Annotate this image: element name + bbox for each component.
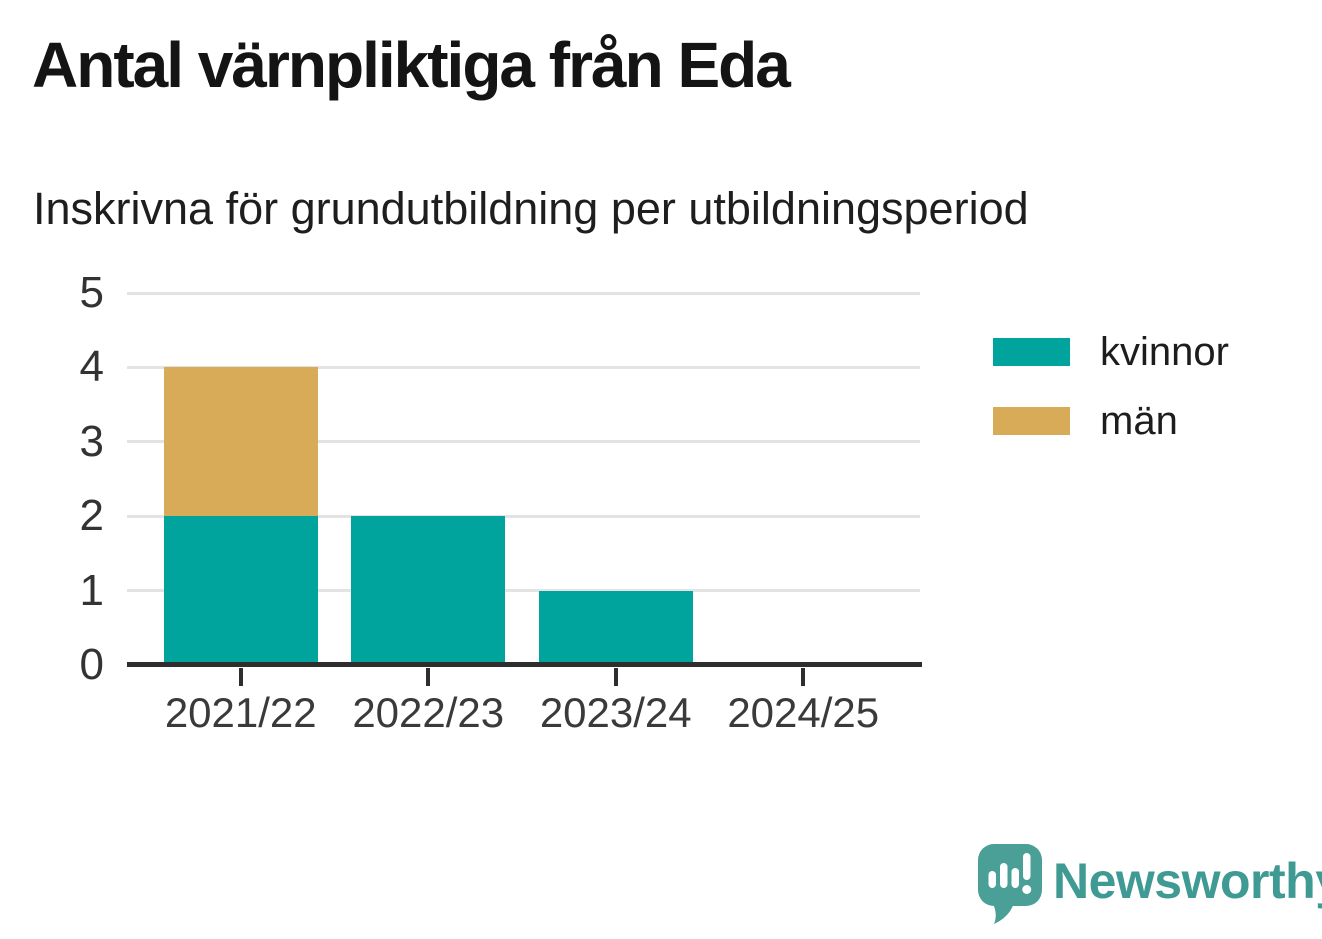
x-axis-tick-label: 2021/22 bbox=[164, 689, 317, 736]
bar-segment-kvinnor bbox=[351, 516, 506, 665]
gridline bbox=[127, 514, 920, 518]
y-axis-tick-label: 0 bbox=[79, 640, 104, 689]
legend-swatch bbox=[993, 407, 1070, 435]
x-axis-tick-label: 2022/23 bbox=[352, 689, 505, 736]
y-axis-tick-label: 5 bbox=[79, 268, 104, 317]
legend-swatch bbox=[993, 338, 1070, 366]
gridline bbox=[127, 291, 920, 295]
x-axis-tick bbox=[426, 668, 431, 686]
x-axis-line bbox=[127, 662, 922, 667]
y-axis-tick-label: 2 bbox=[79, 491, 104, 541]
newsworthy-logo: Newsworthy bbox=[977, 842, 1322, 933]
newsworthy-logo-icon bbox=[977, 842, 1043, 933]
x-axis-tick bbox=[613, 668, 618, 686]
y-axis-tick-label: 3 bbox=[79, 416, 104, 466]
legend-item: kvinnor bbox=[993, 332, 1229, 372]
y-axis-labels: 0 1 2 3 4 5 bbox=[40, 271, 104, 687]
chart-title: Antal värnpliktiga från Eda bbox=[32, 29, 791, 101]
gridline bbox=[127, 589, 920, 593]
legend-item: män bbox=[993, 401, 1229, 441]
bar-segment-kvinnor bbox=[163, 516, 318, 665]
bar-segment-män bbox=[163, 367, 318, 517]
plot-area bbox=[127, 291, 922, 686]
gridline bbox=[127, 365, 920, 369]
chart-legend: kvinnor män bbox=[993, 332, 1229, 441]
x-axis-tick-label: 2023/24 bbox=[539, 689, 692, 736]
legend-label: män bbox=[1100, 399, 1178, 443]
bar-segment-kvinnor bbox=[538, 590, 693, 665]
y-axis-tick-label: 4 bbox=[79, 342, 104, 392]
newsworthy-logo-text: Newsworthy bbox=[1053, 852, 1322, 909]
x-axis-tick-label: 2024/25 bbox=[727, 689, 880, 736]
y-axis-tick-label: 1 bbox=[79, 565, 104, 615]
gridline bbox=[127, 440, 920, 444]
chart-subtitle: Inskrivna för grundutbildning per utbild… bbox=[33, 183, 1029, 234]
legend-label: kvinnor bbox=[1100, 330, 1229, 374]
x-axis-tick bbox=[238, 668, 243, 686]
x-axis-tick bbox=[801, 668, 806, 686]
